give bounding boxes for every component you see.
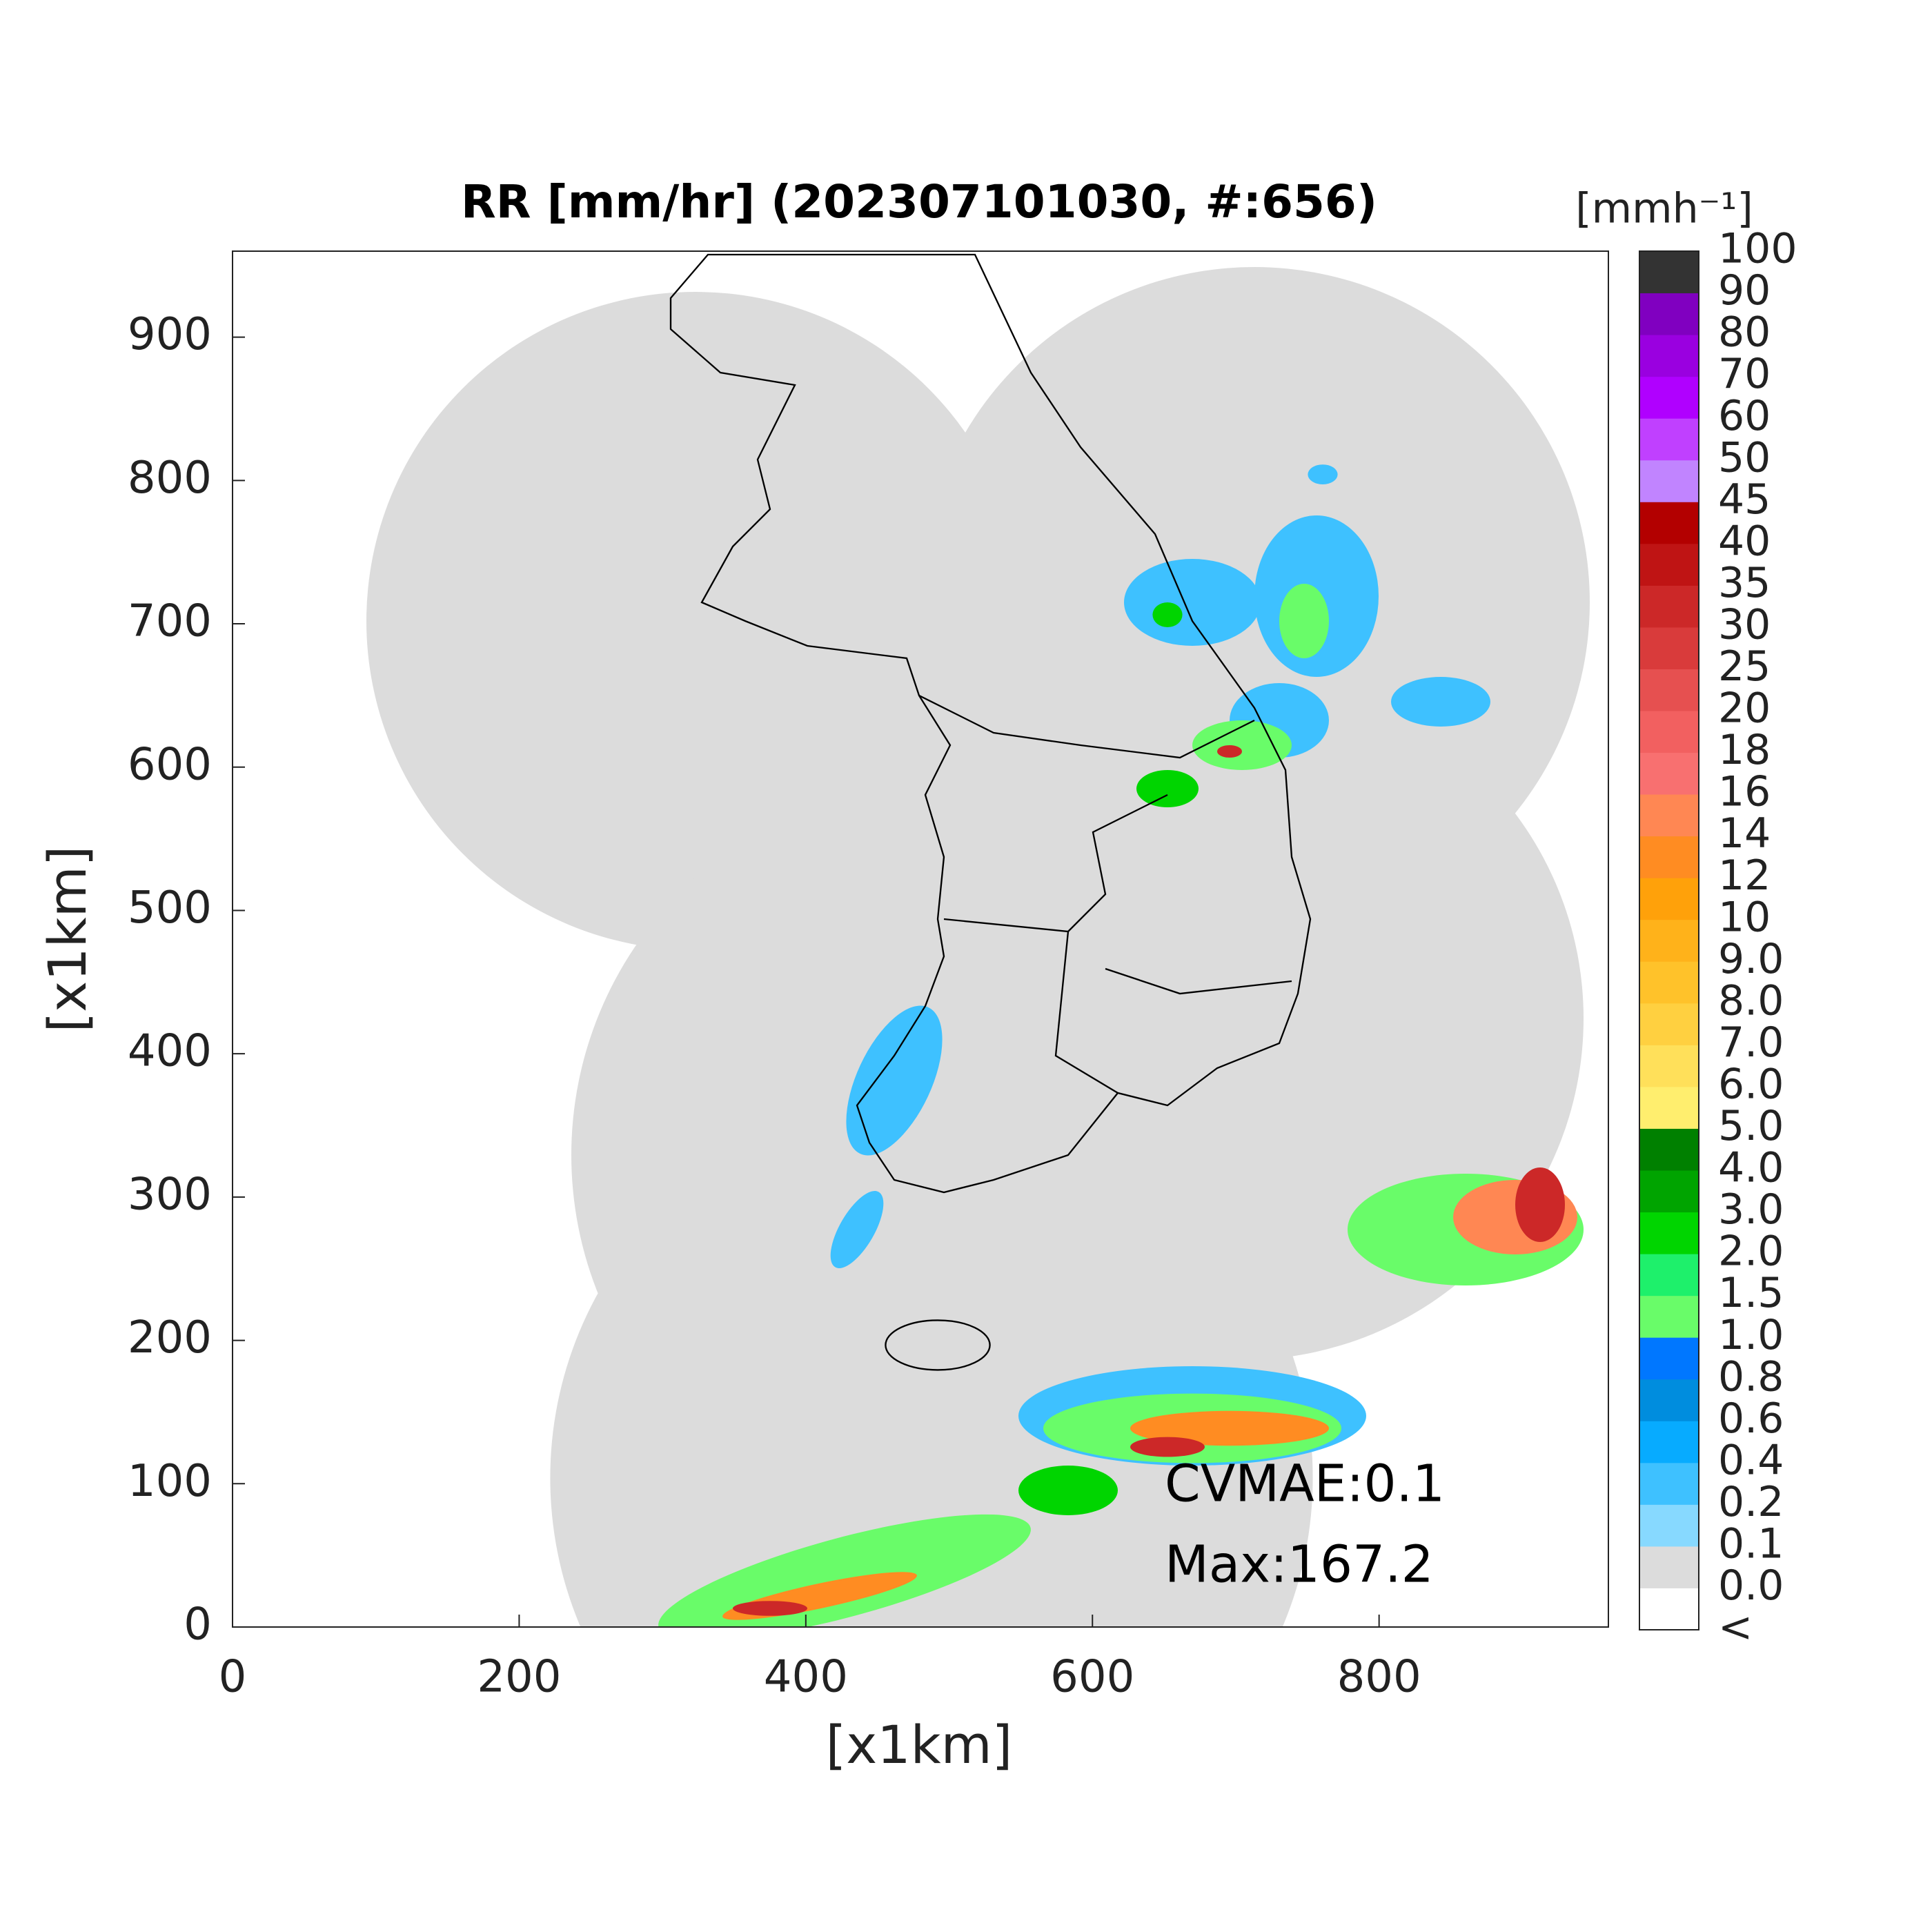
x-tick-label: 0 [219,1652,247,1703]
colorbar-bin [1639,711,1699,753]
colorbar-tick-label: 35 [1718,559,1771,607]
colorbar-bin [1639,1379,1699,1421]
coastline [669,253,1312,1371]
colorbar-bin [1639,669,1699,711]
colorbar-tick-label: 0.1 [1718,1520,1784,1568]
colorbar-tick-label: 18 [1718,726,1771,774]
colorbar-bin [1639,1170,1699,1213]
y-tick-label: 700 [128,596,212,647]
colorbar-bin [1639,836,1699,878]
chart-title: RR [mm/hr] (202307101030, #:656) [461,175,1377,228]
colorbar-label: [mmh⁻¹] [1575,185,1753,233]
colorbar-bin [1639,502,1699,544]
colorbar-bin [1639,961,1699,1004]
colorbar-bin [1639,1086,1699,1129]
colorbar-tick-label: 0.0 [1718,1561,1784,1610]
colorbar-tick-label: 4.0 [1718,1144,1784,1192]
y-tick-label: 0 [184,1599,212,1650]
colorbar-bin [1639,1588,1699,1630]
colorbar-tick-label: 10 [1718,893,1771,941]
colorbar-frame [1639,250,1699,1630]
colorbar-bin [1639,460,1699,502]
colorbar-tick-label: 9.0 [1718,935,1784,983]
colorbar-bin [1639,794,1699,837]
colorbar-tick-label: 30 [1718,601,1771,649]
colorbar-bin [1639,543,1699,586]
x-axis-label: [x1km] [826,1714,1013,1775]
x-tick-label: 200 [477,1652,561,1703]
y-axis-label: [x1km] [37,846,98,1033]
colorbar-bin [1639,919,1699,962]
colorbar-tick-label: 40 [1718,517,1771,565]
colorbar-bin [1639,1337,1699,1380]
colorbar-tick-label: 16 [1718,768,1771,816]
colorbar-bin [1639,627,1699,669]
colorbar-bin [1639,293,1699,335]
colorbar-tick-label: 1.0 [1718,1311,1784,1359]
colorbar-tick-label: 100 [1718,225,1797,273]
y-tick-label: 900 [128,309,212,360]
colorbar-tick-label: 70 [1718,350,1771,398]
colorbar-tick-label: 1.5 [1718,1269,1784,1317]
y-tick-label: 300 [128,1169,212,1220]
x-tick-label: 400 [764,1652,848,1703]
colorbar-bin [1639,1462,1699,1505]
colorbar-bin [1639,1295,1699,1338]
colorbar-tick-label: 90 [1718,266,1771,315]
y-tick-label: 400 [128,1026,212,1077]
colorbar-tick-label: 80 [1718,308,1771,357]
colorbar-tick-label: 3.0 [1718,1185,1784,1234]
x-tick-label: 800 [1337,1652,1421,1703]
colorbar-bin [1639,1212,1699,1254]
x-tick-label: 600 [1050,1652,1134,1703]
colorbar-tick-label: 6.0 [1718,1061,1784,1109]
y-tick-label: 600 [128,739,212,790]
colorbar-tick-label: 12 [1718,851,1771,900]
colorbar-tick-label: 0.8 [1718,1352,1784,1401]
annotation: CVMAE:0.1 [1165,1455,1445,1514]
colorbar-bin [1639,1128,1699,1171]
colorbar-tick-label: 8.0 [1718,976,1784,1025]
colorbar-tick-label: 45 [1718,475,1771,524]
colorbar-bin [1639,1504,1699,1547]
colorbar-tick-label: 60 [1718,392,1771,440]
colorbar-bin [1639,752,1699,795]
colorbar-bin [1639,585,1699,628]
colorbar-bin [1639,1421,1699,1463]
colorbar-tick-label: 0.6 [1718,1394,1784,1443]
colorbar-bin [1639,1254,1699,1297]
colorbar-tick-label: 25 [1718,642,1771,691]
radar-field [366,253,1590,1627]
colorbar-bin [1639,251,1699,294]
colorbar-tick-label: 5.0 [1718,1102,1784,1150]
colorbar-bin [1639,418,1699,461]
rain-echo [658,464,1584,1627]
colorbar-tick-label: 50 [1718,433,1771,482]
colorbar-bin [1639,376,1699,419]
colorbar-bin [1639,1045,1699,1087]
annotation: Max:167.2 [1165,1535,1434,1595]
y-tick-label: 200 [128,1312,212,1363]
colorbar-bin [1639,878,1699,920]
y-tick-label: 100 [128,1456,212,1507]
colorbar-bin [1639,1546,1699,1588]
colorbar-bin [1639,335,1699,377]
colorbar-tick-label: 0.2 [1718,1478,1784,1526]
colorbar-tick-label: 0.4 [1718,1436,1784,1484]
colorbar-tick-label: < [1718,1604,1753,1652]
colorbar-bin [1639,1003,1699,1045]
colorbar-tick-label: 14 [1718,809,1771,858]
plot-frame [232,250,1609,1628]
y-tick-label: 800 [128,453,212,504]
colorbar-tick-label: 20 [1718,684,1771,733]
radar-coverage [366,267,1590,1627]
colorbar-tick-label: 7.0 [1718,1018,1784,1067]
colorbar-tick-label: 2.0 [1718,1228,1784,1276]
y-tick-label: 500 [128,883,212,934]
